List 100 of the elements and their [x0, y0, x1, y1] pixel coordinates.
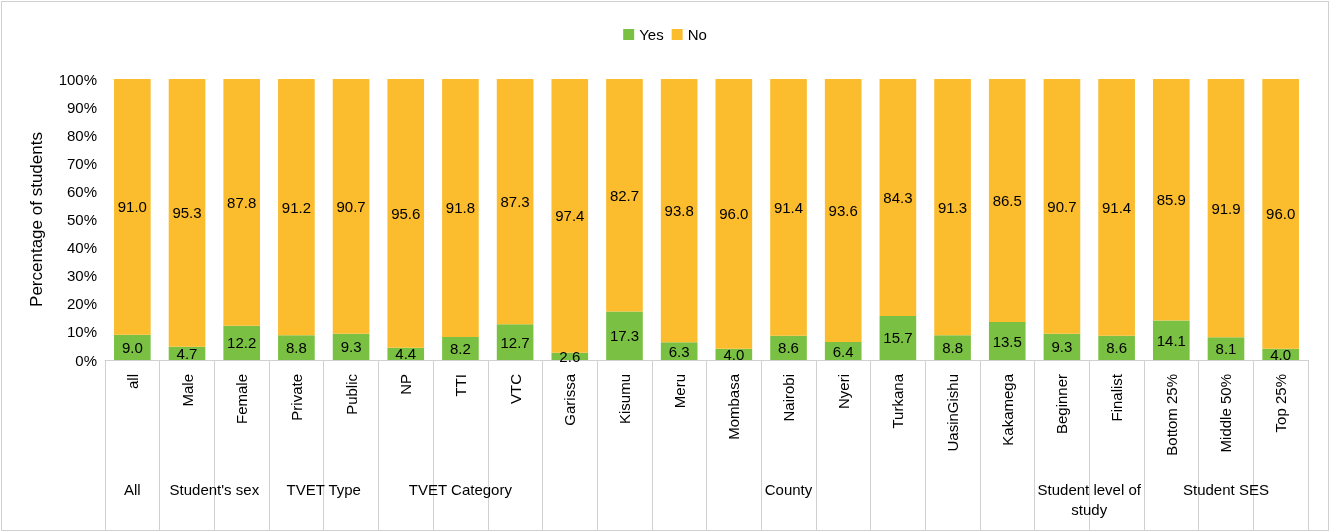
data-label: 14.1	[1156, 331, 1186, 349]
bar	[496, 324, 534, 360]
x-tick-label: Bottom 25%	[1162, 374, 1180, 456]
y-tick-label: 100%	[58, 70, 97, 88]
y-axis-title: Percentage of students	[27, 132, 46, 307]
data-label: 91.3	[937, 198, 968, 216]
data-label: 9.3	[1051, 338, 1073, 356]
y-tick-label: 0%	[75, 351, 97, 369]
data-label: 8.6	[1106, 339, 1128, 357]
data-label: 82.7	[609, 186, 640, 204]
bar	[988, 322, 1026, 360]
bar	[1043, 79, 1081, 334]
data-label: 87.8	[227, 193, 257, 211]
x-tick-label: Kisumu	[615, 374, 633, 425]
bar	[1207, 79, 1245, 338]
data-label: 9.3	[340, 338, 362, 356]
x-tick-label: Kakamega	[998, 373, 1016, 446]
data-label: 4.0	[723, 345, 745, 363]
x-tick-label: all	[123, 374, 141, 390]
bar	[879, 315, 917, 360]
y-tick-label: 40%	[66, 239, 97, 257]
data-label: 15.7	[883, 329, 913, 347]
y-tick-label: 10%	[66, 323, 97, 341]
legend-label: No	[687, 26, 707, 43]
data-label: 8.8	[285, 339, 307, 357]
bar	[606, 311, 643, 360]
data-label: 91.0	[117, 198, 147, 216]
bar	[442, 79, 479, 337]
data-label: 91.4	[773, 198, 804, 216]
data-label: 86.5	[992, 192, 1022, 210]
bar	[824, 79, 862, 343]
text: TVET Type	[285, 480, 362, 500]
data-label: 8.8	[942, 339, 963, 357]
x-tick-label: Beginner	[1053, 374, 1071, 435]
data-label: 8.1	[1215, 340, 1237, 358]
data-label: 96.0	[719, 205, 749, 223]
bar	[934, 79, 971, 336]
data-label: 87.3	[500, 193, 530, 211]
data-label: 90.7	[336, 197, 366, 215]
data-label: 96.0	[1266, 205, 1296, 223]
bar	[168, 79, 206, 347]
data-label: 93.6	[828, 202, 858, 220]
x-tick-label: Public	[342, 373, 360, 415]
y-tick-label: 20%	[66, 295, 97, 313]
x-tick-label: Female	[233, 374, 251, 425]
data-label: 97.4	[555, 207, 585, 225]
text: Student's sex	[168, 480, 261, 500]
bar	[114, 79, 151, 335]
bar	[1152, 79, 1190, 321]
bar	[606, 79, 643, 312]
data-label: 6.3	[668, 342, 690, 360]
y-tick-label: 90%	[66, 98, 97, 116]
x-tick-label: Mombasa	[725, 373, 743, 440]
data-label: 13.5	[992, 332, 1022, 350]
data-label: 91.4	[1102, 198, 1132, 216]
data-label: 9.0	[121, 338, 143, 356]
x-tick-label: UasinGishu	[944, 374, 962, 452]
x-tick-label: Garissa	[561, 373, 579, 426]
bar	[223, 325, 261, 360]
text: County	[763, 480, 814, 500]
bar	[879, 79, 917, 316]
data-label: 8.2	[450, 339, 471, 357]
data-label: 91.9	[1211, 199, 1241, 217]
text: TVET Category	[407, 480, 513, 500]
bar	[387, 79, 425, 348]
legend-label: Yes	[639, 26, 664, 43]
data-label: 93.8	[664, 202, 694, 220]
x-tick-label: Male	[178, 374, 196, 407]
y-tick-label: 50%	[66, 211, 97, 228]
x-tick-label: Finalist	[1108, 373, 1126, 422]
x-tick-label: Nairobi	[780, 374, 798, 422]
y-tick-label: 80%	[66, 126, 97, 144]
bar	[278, 79, 315, 336]
x-tick-label: Meru	[670, 374, 688, 409]
data-label: 4.4	[395, 345, 417, 363]
x-tick-label: TTI	[451, 374, 469, 397]
data-label: 90.7	[1047, 197, 1077, 215]
data-label: 8.6	[778, 339, 799, 357]
data-label: 12.7	[500, 333, 530, 351]
bar	[1262, 79, 1299, 349]
x-tick-label: Middle 50%	[1217, 374, 1235, 453]
data-label: 12.2	[227, 334, 257, 352]
x-tick-label: VTC	[506, 373, 524, 404]
y-tick-label: 70%	[66, 154, 97, 172]
y-tick-label: 30%	[66, 267, 97, 285]
data-label: 84.3	[883, 188, 913, 206]
text: All	[123, 480, 142, 500]
data-label: 95.6	[391, 204, 421, 222]
data-label: 91.2	[281, 198, 311, 216]
x-tick-label: Private	[287, 374, 305, 421]
bar	[332, 79, 370, 334]
bar	[1098, 79, 1135, 336]
x-tick-label: Top 25%	[1272, 374, 1290, 433]
bar	[715, 79, 753, 349]
text: Student SES	[1182, 480, 1270, 500]
bar	[770, 79, 807, 336]
bar	[223, 79, 261, 326]
bar	[496, 79, 534, 325]
data-label: 17.3	[609, 327, 640, 345]
bar	[660, 79, 698, 343]
